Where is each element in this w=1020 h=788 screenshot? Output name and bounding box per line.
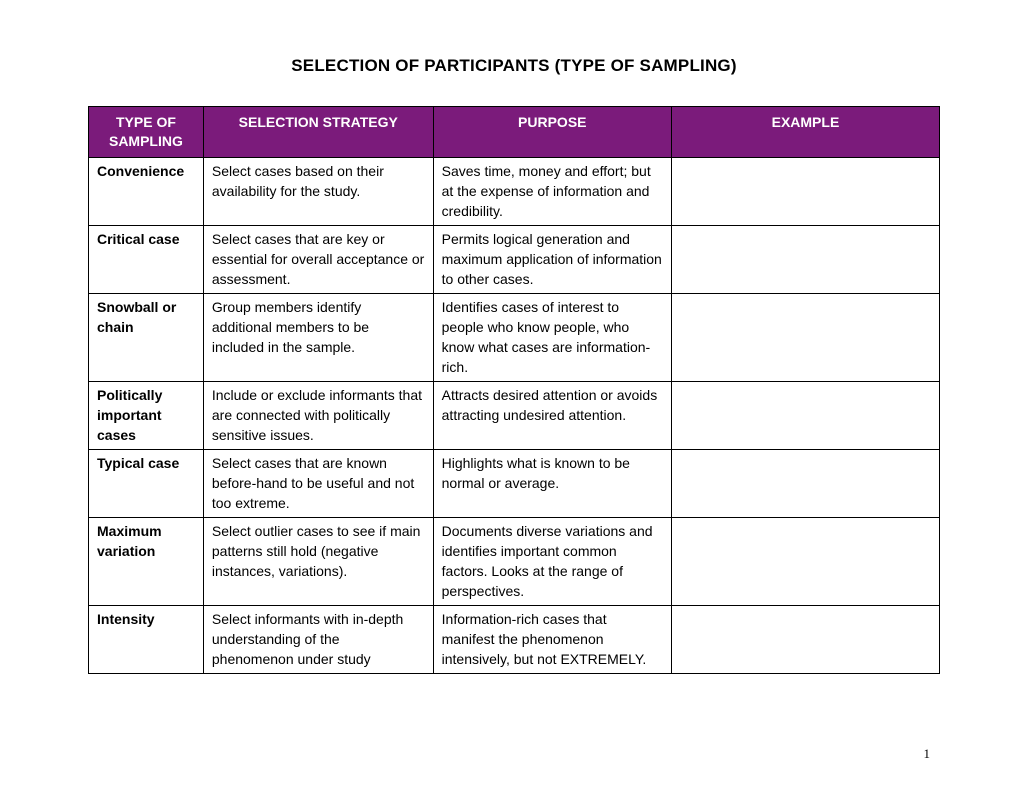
col-header-strategy: SELECTION STRATEGY [203, 107, 433, 158]
cell-purpose: Identifies cases of interest to people w… [433, 293, 671, 381]
cell-purpose: Saves time, money and effort; but at the… [433, 157, 671, 225]
cell-type: Snowball or chain [89, 293, 204, 381]
cell-example [671, 157, 939, 225]
sampling-table: TYPE OF SAMPLING SELECTION STRATEGY PURP… [88, 106, 940, 674]
cell-example [671, 381, 939, 449]
cell-example [671, 449, 939, 517]
col-header-type: TYPE OF SAMPLING [89, 107, 204, 158]
cell-strategy: Group members identify additional member… [203, 293, 433, 381]
cell-example [671, 605, 939, 673]
cell-strategy: Select cases that are known before-hand … [203, 449, 433, 517]
table-row: Critical case Select cases that are key … [89, 225, 940, 293]
document-page: SELECTION OF PARTICIPANTS (TYPE OF SAMPL… [0, 0, 1020, 714]
cell-type: Critical case [89, 225, 204, 293]
table-row: Snowball or chain Group members identify… [89, 293, 940, 381]
cell-example [671, 225, 939, 293]
cell-purpose: Information-rich cases that manifest the… [433, 605, 671, 673]
cell-strategy: Include or exclude informants that are c… [203, 381, 433, 449]
cell-purpose: Permits logical generation and maximum a… [433, 225, 671, 293]
cell-example [671, 517, 939, 605]
cell-strategy: Select outlier cases to see if main patt… [203, 517, 433, 605]
table-row: Typical case Select cases that are known… [89, 449, 940, 517]
cell-type: Politically important cases [89, 381, 204, 449]
table-header: TYPE OF SAMPLING SELECTION STRATEGY PURP… [89, 107, 940, 158]
cell-type: Convenience [89, 157, 204, 225]
cell-purpose: Documents diverse variations and identif… [433, 517, 671, 605]
table-row: Convenience Select cases based on their … [89, 157, 940, 225]
cell-type: Maximum variation [89, 517, 204, 605]
cell-purpose: Attracts desired attention or avoids att… [433, 381, 671, 449]
table-row: Maximum variation Select outlier cases t… [89, 517, 940, 605]
cell-purpose: Highlights what is known to be normal or… [433, 449, 671, 517]
cell-strategy: Select informants with in-depth understa… [203, 605, 433, 673]
page-number: 1 [924, 746, 931, 762]
table-body: Convenience Select cases based on their … [89, 157, 940, 673]
page-title: SELECTION OF PARTICIPANTS (TYPE OF SAMPL… [88, 56, 940, 76]
table-row: Politically important cases Include or e… [89, 381, 940, 449]
cell-strategy: Select cases that are key or essential f… [203, 225, 433, 293]
col-header-purpose: PURPOSE [433, 107, 671, 158]
cell-type: Intensity [89, 605, 204, 673]
col-header-example: EXAMPLE [671, 107, 939, 158]
cell-example [671, 293, 939, 381]
table-row: Intensity Select informants with in-dept… [89, 605, 940, 673]
cell-type: Typical case [89, 449, 204, 517]
cell-strategy: Select cases based on their availability… [203, 157, 433, 225]
